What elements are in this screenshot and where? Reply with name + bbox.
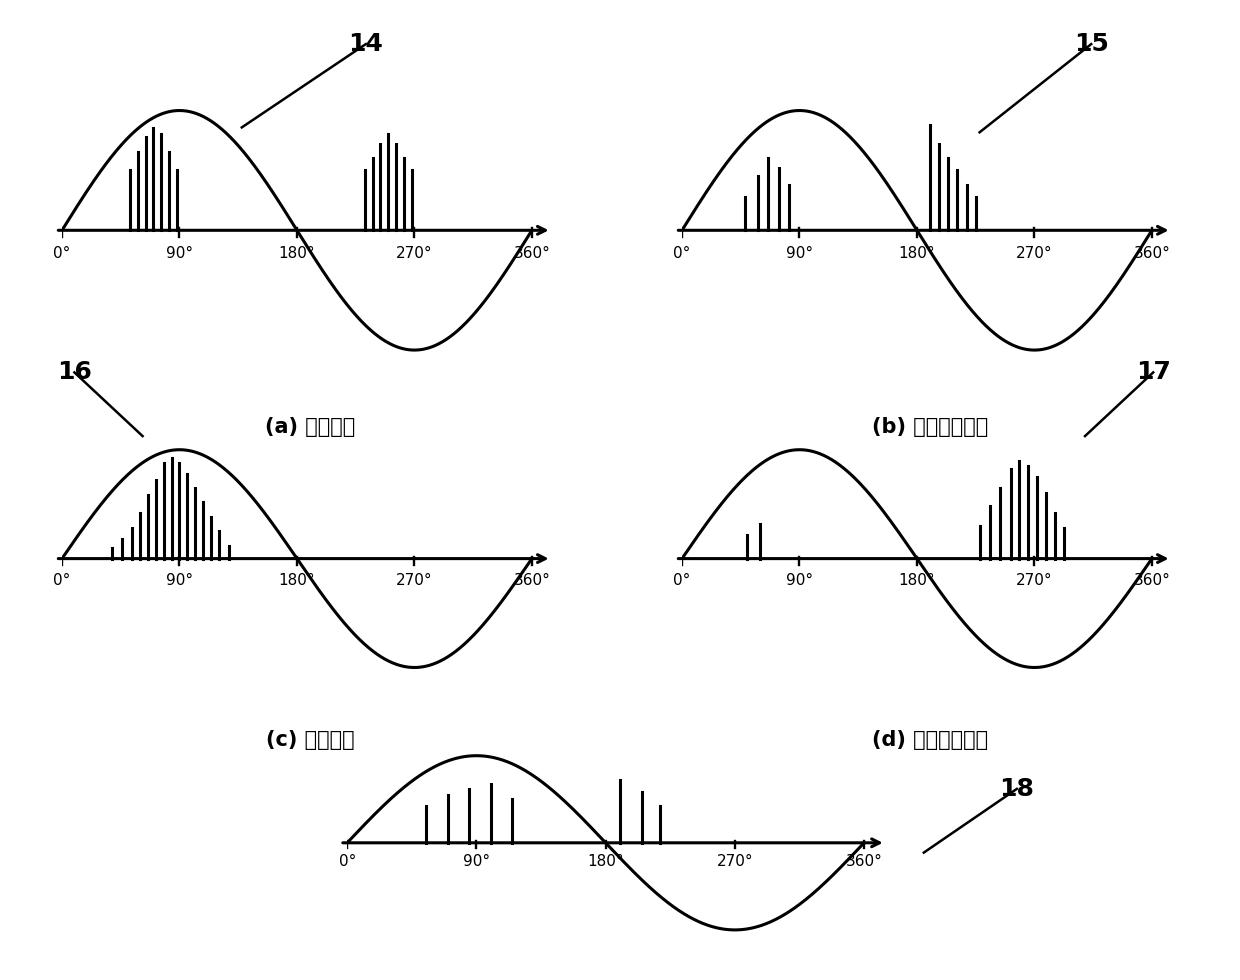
Text: 360°: 360° [513, 246, 551, 261]
Text: 270°: 270° [396, 246, 433, 261]
Text: (d) 金属尖端放电: (d) 金属尖端放电 [872, 730, 988, 750]
Text: 360°: 360° [1133, 573, 1171, 588]
Text: 360°: 360° [846, 855, 883, 869]
Text: 16: 16 [57, 361, 92, 384]
Text: 180°: 180° [588, 855, 624, 869]
Text: (c) 沿面放电: (c) 沿面放电 [265, 730, 355, 750]
Text: 14: 14 [348, 32, 383, 56]
Text: 360°: 360° [513, 573, 551, 588]
Text: 0°: 0° [673, 246, 691, 261]
Text: 0°: 0° [53, 573, 71, 588]
Text: (b) 内部气隙放电: (b) 内部气隙放电 [872, 416, 988, 436]
Text: 90°: 90° [166, 246, 193, 261]
Text: (a) 悬浮放电: (a) 悬浮放电 [265, 416, 355, 436]
Text: 270°: 270° [717, 855, 753, 869]
Text: 15: 15 [1074, 32, 1109, 56]
Text: 90°: 90° [166, 573, 193, 588]
Text: 270°: 270° [1016, 573, 1053, 588]
Text: 180°: 180° [279, 573, 315, 588]
Text: 18: 18 [999, 777, 1034, 801]
Text: 180°: 180° [899, 246, 935, 261]
Text: 17: 17 [1136, 361, 1171, 384]
Text: 180°: 180° [279, 246, 315, 261]
Text: 90°: 90° [786, 573, 813, 588]
Text: 0°: 0° [673, 573, 691, 588]
Text: 90°: 90° [463, 855, 490, 869]
Text: 270°: 270° [396, 573, 433, 588]
Text: 90°: 90° [786, 246, 813, 261]
Text: 180°: 180° [899, 573, 935, 588]
Text: 0°: 0° [53, 246, 71, 261]
Text: 360°: 360° [1133, 246, 1171, 261]
Text: 0°: 0° [339, 855, 356, 869]
Text: 270°: 270° [1016, 246, 1053, 261]
